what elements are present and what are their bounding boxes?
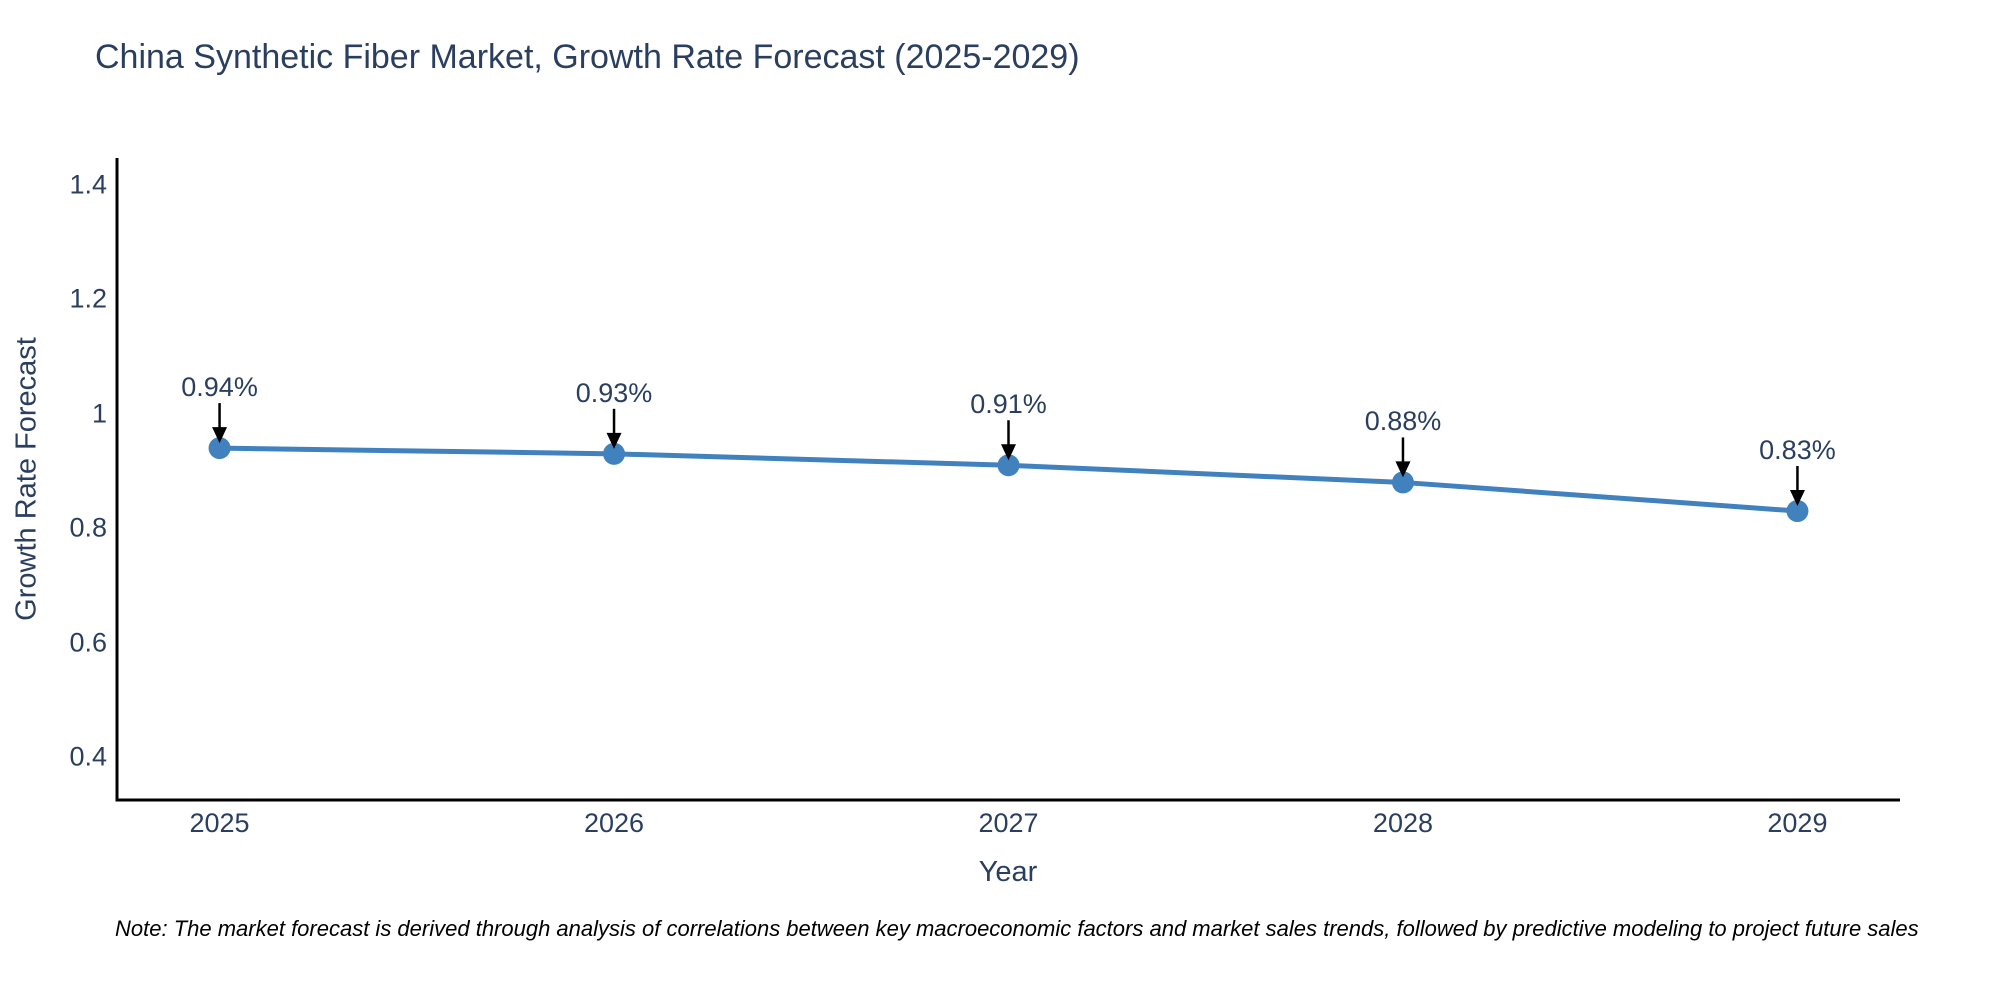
annotation-arrowhead xyxy=(1001,444,1016,461)
chart-note: Note: The market forecast is derived thr… xyxy=(115,916,1919,941)
y-axis-title: Growth Rate Forecast xyxy=(10,337,43,621)
x-axis-title: Year xyxy=(978,856,1038,888)
x-tick-label: 2029 xyxy=(1767,808,1828,838)
y-tick-label: 1.2 xyxy=(69,283,107,314)
x-tick-label: 2026 xyxy=(583,808,645,838)
y-tick-label: 0.8 xyxy=(69,512,107,543)
data-point-marker xyxy=(208,437,231,460)
x-tick-label: 2025 xyxy=(189,808,250,838)
point-value-label: 0.88% xyxy=(1364,406,1442,437)
y-tick-label: 1.4 xyxy=(69,169,107,200)
point-value-label: 0.83% xyxy=(1759,435,1836,466)
x-tick-label: 2027 xyxy=(978,808,1039,838)
y-tick-label: 0.4 xyxy=(69,741,107,772)
x-tick-label: 2028 xyxy=(1372,808,1434,838)
annotation-arrowhead xyxy=(1395,461,1411,478)
chart-title: China Synthetic Fiber Market, Growth Rat… xyxy=(95,38,1080,76)
y-tick-label: 0.6 xyxy=(69,627,107,658)
point-value-label: 0.93% xyxy=(575,377,653,408)
point-value-label: 0.91% xyxy=(970,389,1047,420)
data-point-marker xyxy=(603,442,626,465)
annotation-arrowhead xyxy=(212,427,228,444)
annotation-arrowhead xyxy=(1789,490,1805,507)
annotation-arrowhead xyxy=(606,432,622,449)
point-value-label: 0.94% xyxy=(181,372,258,403)
data-point-marker xyxy=(1391,471,1414,494)
data-point-marker xyxy=(997,454,1020,477)
y-tick-label: 1 xyxy=(91,398,107,429)
data-point-marker xyxy=(1786,500,1809,523)
